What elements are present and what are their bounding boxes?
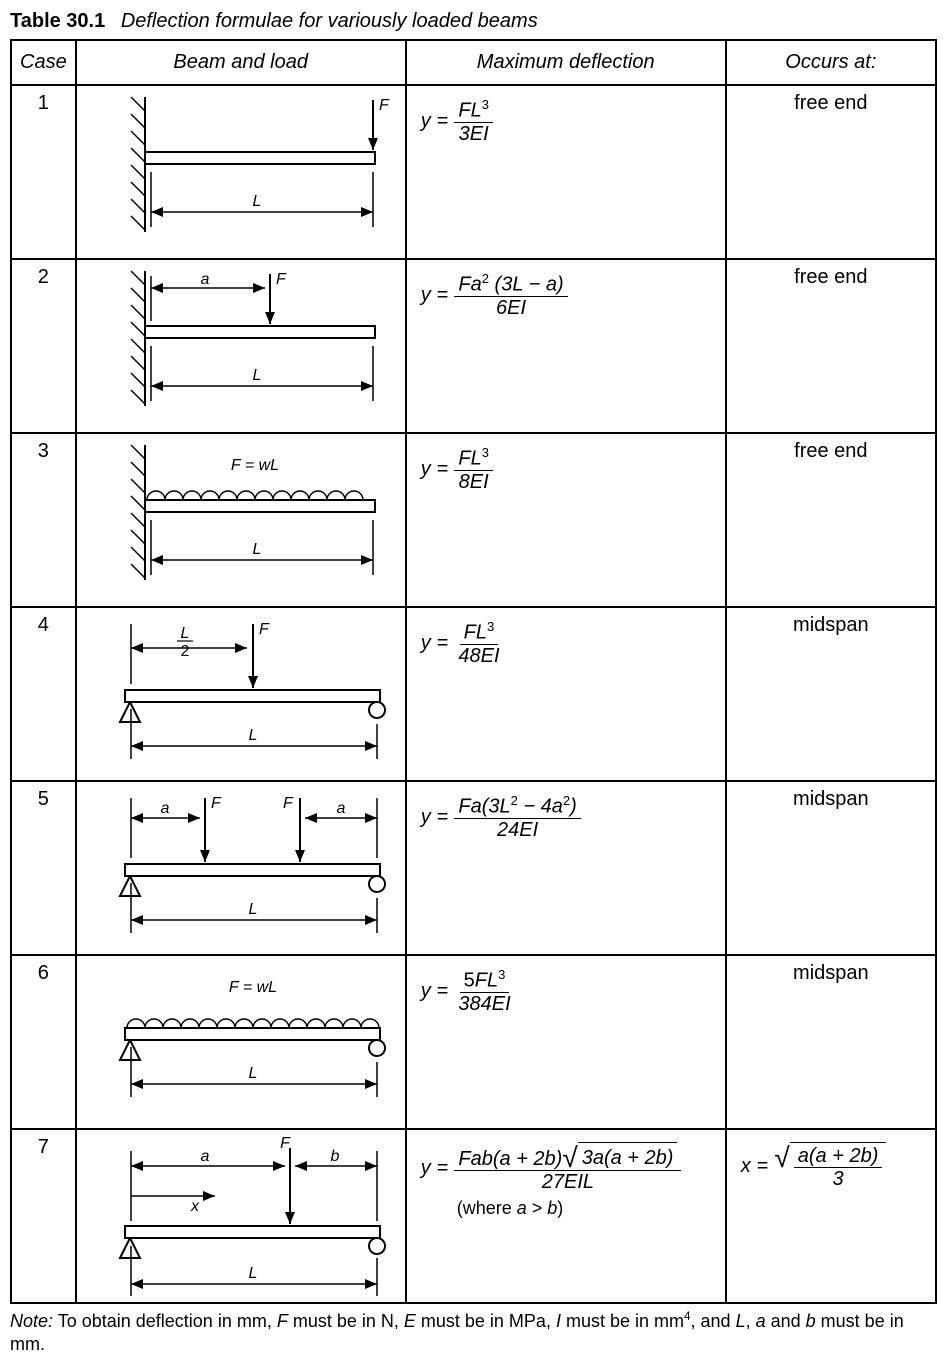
- svg-text:L: L: [248, 727, 257, 744]
- svg-text:F: F: [211, 795, 222, 812]
- svg-text:F: F: [283, 795, 294, 812]
- beam-diagram-cell: F a b: [76, 1129, 406, 1303]
- occurs-cell: x = √ a(a + 2b) 3: [726, 1129, 936, 1303]
- case-number: 5: [11, 781, 76, 955]
- table-row: 4 F: [11, 607, 936, 781]
- case2-diagram: F a L: [85, 266, 397, 426]
- occurs-cell: midspan: [726, 955, 936, 1129]
- case6-svg: F = wL L: [85, 962, 395, 1117]
- deflection-cell: y = Fa2 (3L − a) 6EI: [406, 259, 726, 433]
- header-beam: Beam and load: [76, 40, 406, 85]
- svg-text:F: F: [379, 97, 390, 114]
- deflection-cell: y = Fa(3L2 − 4a2) 24EI: [406, 781, 726, 955]
- deflection-cell: y = FL3 8EI: [406, 433, 726, 607]
- case7-svg: F a b: [85, 1136, 395, 1306]
- table-row: 6: [11, 955, 936, 1129]
- deflection-table: Case Beam and load Maximum deflection Oc…: [10, 39, 937, 1304]
- beam-diagram-cell: F L: [76, 85, 406, 259]
- svg-text:L: L: [252, 367, 261, 384]
- table-row: 5 F F: [11, 781, 936, 955]
- occurs-cell: free end: [726, 433, 936, 607]
- case7-formula: y = Fab(a + 2b)√3a(a + 2b) 27EIL (where …: [415, 1136, 717, 1219]
- svg-text:F: F: [259, 621, 270, 638]
- svg-text:2: 2: [180, 643, 189, 660]
- deflection-cell: y = 5FL3 384EI: [406, 955, 726, 1129]
- table-caption: [110, 10, 121, 32]
- case2-svg: F a L: [85, 266, 395, 421]
- case5-diagram: F F a a: [85, 788, 397, 948]
- case5-svg: F F a a: [85, 788, 395, 943]
- case-number: 1: [11, 85, 76, 259]
- case1-diagram: F L: [85, 92, 397, 252]
- svg-text:x: x: [190, 1198, 200, 1215]
- header-row: Case Beam and load Maximum deflection Oc…: [11, 40, 936, 85]
- svg-text:F: F: [280, 1136, 291, 1152]
- case4-diagram: F L 2 L: [85, 614, 397, 774]
- svg-text:L: L: [180, 625, 189, 642]
- table-row: 1: [11, 85, 936, 259]
- case7-diagram: F a b: [85, 1136, 397, 1296]
- case6-formula: y = 5FL3 384EI: [415, 962, 717, 1015]
- svg-text:a: a: [200, 271, 209, 288]
- beam-diagram-cell: F = wL L: [76, 955, 406, 1129]
- beam-diagram-cell: F L 2 L: [76, 607, 406, 781]
- case3-svg: F = wL L: [85, 440, 395, 595]
- table-number: Table 30.1: [10, 10, 105, 32]
- case3-formula: y = FL3 8EI: [415, 440, 717, 493]
- case-number: 4: [11, 607, 76, 781]
- table-row: 7 F a: [11, 1129, 936, 1303]
- case7-x-formula: x = √ a(a + 2b) 3: [735, 1136, 927, 1190]
- table-row: 2: [11, 259, 936, 433]
- occurs-cell: free end: [726, 85, 936, 259]
- case-number: 3: [11, 433, 76, 607]
- case1-formula: y = FL3 3EI: [415, 92, 717, 145]
- deflection-cell: y = Fab(a + 2b)√3a(a + 2b) 27EIL (where …: [406, 1129, 726, 1303]
- svg-text:L: L: [252, 541, 261, 558]
- occurs-cell: midspan: [726, 781, 936, 955]
- case-number: 7: [11, 1129, 76, 1303]
- header-case: Case: [11, 40, 76, 85]
- occurs-cell: free end: [726, 259, 936, 433]
- svg-text:L: L: [248, 1065, 257, 1082]
- deflection-cell: y = FL3 3EI: [406, 85, 726, 259]
- svg-text:a: a: [336, 800, 345, 817]
- deflection-cell: y = FL3 48EI: [406, 607, 726, 781]
- svg-text:F = wL: F = wL: [231, 457, 279, 474]
- svg-text:L: L: [248, 901, 257, 918]
- occurs-cell: midspan: [726, 607, 936, 781]
- beam-diagram-cell: F = wL L: [76, 433, 406, 607]
- case5-formula: y = Fa(3L2 − 4a2) 24EI: [415, 788, 717, 841]
- case-number: 6: [11, 955, 76, 1129]
- case3-diagram: F = wL L: [85, 440, 397, 600]
- svg-text:L: L: [248, 1265, 257, 1282]
- svg-text:F = wL: F = wL: [229, 979, 277, 996]
- table-caption-text: Deflection formulae for variously loaded…: [121, 10, 538, 32]
- table-row: 3: [11, 433, 936, 607]
- svg-text:b: b: [330, 1148, 339, 1165]
- case6-diagram: F = wL L: [85, 962, 397, 1122]
- case4-svg: F L 2 L: [85, 614, 395, 769]
- case-number: 2: [11, 259, 76, 433]
- footer-note: Note: To obtain deflection in mm, F must…: [10, 1310, 937, 1355]
- header-occurs: Occurs at:: [726, 40, 936, 85]
- header-deflection: Maximum deflection: [406, 40, 726, 85]
- svg-text:a: a: [200, 1148, 209, 1165]
- beam-diagram-cell: F F a a: [76, 781, 406, 955]
- svg-text:L: L: [252, 193, 261, 210]
- case1-svg: F L: [85, 92, 395, 247]
- case2-formula: y = Fa2 (3L − a) 6EI: [415, 266, 717, 319]
- svg-text:a: a: [160, 800, 169, 817]
- svg-text:F: F: [276, 271, 287, 288]
- beam-diagram-cell: F a L: [76, 259, 406, 433]
- case4-formula: y = FL3 48EI: [415, 614, 717, 667]
